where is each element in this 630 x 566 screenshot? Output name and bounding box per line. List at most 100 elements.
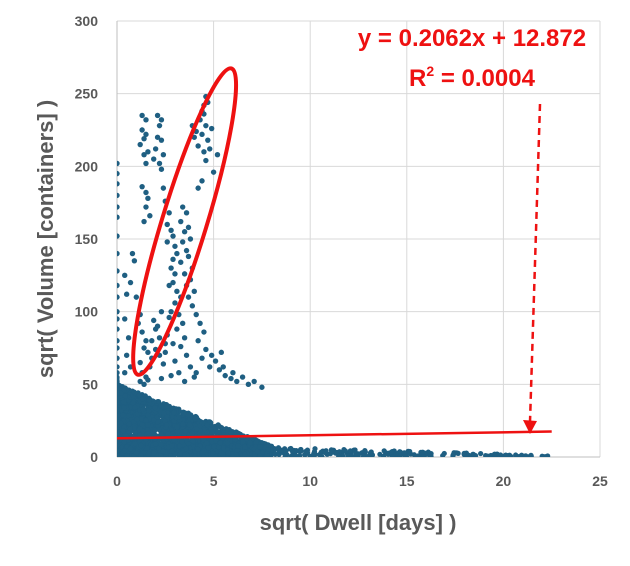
dense-point bbox=[160, 448, 166, 454]
tail-point bbox=[508, 453, 514, 457]
data-point bbox=[117, 326, 120, 332]
dense-point bbox=[171, 409, 177, 416]
data-point bbox=[207, 364, 213, 370]
data-point bbox=[137, 141, 143, 148]
dense-point bbox=[199, 449, 206, 455]
tail-point bbox=[342, 448, 349, 454]
r-squared-prefix: R bbox=[409, 65, 426, 92]
data-point bbox=[117, 250, 120, 257]
dense-point bbox=[177, 443, 183, 449]
dense-point bbox=[161, 410, 167, 416]
data-point bbox=[141, 152, 147, 158]
x-axis-title: sqrt( Dwell [days] ) bbox=[260, 510, 457, 535]
data-point bbox=[199, 131, 205, 138]
data-point bbox=[137, 359, 143, 366]
data-point bbox=[154, 112, 161, 119]
data-point bbox=[117, 338, 120, 344]
data-point bbox=[123, 352, 130, 358]
dense-point bbox=[138, 416, 144, 422]
tail-point bbox=[517, 454, 523, 457]
tail-point bbox=[312, 446, 318, 452]
dense-point bbox=[139, 396, 146, 402]
data-point bbox=[160, 361, 167, 367]
data-point bbox=[203, 346, 209, 353]
data-point bbox=[172, 358, 178, 364]
tail-point bbox=[491, 451, 498, 457]
data-point bbox=[234, 378, 240, 385]
data-point bbox=[154, 134, 161, 140]
dense-point bbox=[164, 403, 170, 409]
data-point bbox=[158, 117, 165, 123]
data-point bbox=[170, 256, 176, 263]
data-point bbox=[117, 316, 120, 322]
y-tick-label: 50 bbox=[82, 376, 98, 392]
dense-point bbox=[126, 413, 132, 419]
dense-point bbox=[253, 439, 259, 445]
dense-point bbox=[120, 427, 126, 434]
dense-point bbox=[185, 412, 191, 418]
dense-point bbox=[158, 402, 164, 409]
dense-point bbox=[121, 448, 128, 454]
dense-point bbox=[146, 397, 153, 403]
dense-point bbox=[156, 445, 162, 451]
data-point bbox=[117, 355, 120, 361]
zero-column-point bbox=[117, 421, 120, 427]
x-tick-label: 25 bbox=[592, 473, 608, 489]
data-point bbox=[259, 384, 265, 390]
dense-point bbox=[179, 438, 185, 445]
data-point bbox=[117, 192, 120, 199]
dense-point bbox=[127, 426, 133, 432]
dense-point bbox=[228, 429, 234, 436]
data-point bbox=[117, 294, 120, 300]
data-point bbox=[117, 160, 120, 167]
data-point bbox=[239, 374, 246, 380]
data-point bbox=[170, 279, 176, 286]
dense-point bbox=[136, 392, 142, 398]
dense-point bbox=[127, 445, 134, 452]
data-point bbox=[181, 335, 188, 341]
data-point bbox=[193, 311, 199, 318]
data-point bbox=[183, 210, 190, 216]
tail-point bbox=[440, 453, 446, 457]
dense-point bbox=[139, 422, 145, 428]
tail-point bbox=[319, 454, 325, 457]
data-point bbox=[174, 250, 180, 257]
dense-point bbox=[201, 454, 207, 457]
linear-trendline bbox=[116, 430, 552, 440]
dense-point bbox=[121, 399, 127, 405]
tail-point bbox=[272, 451, 278, 457]
data-point bbox=[183, 247, 190, 254]
tail-point bbox=[322, 449, 328, 455]
data-point bbox=[145, 377, 151, 383]
data-point bbox=[117, 214, 120, 220]
y-tick-label: 200 bbox=[75, 158, 99, 174]
tail-point bbox=[455, 450, 461, 456]
highlight-ellipse bbox=[131, 66, 239, 377]
dense-point bbox=[150, 417, 157, 423]
data-point bbox=[127, 279, 134, 286]
zero-column-point bbox=[117, 442, 120, 449]
zero-column-point bbox=[117, 406, 120, 412]
data-point bbox=[195, 338, 201, 344]
tail-point bbox=[329, 448, 335, 455]
data-point bbox=[117, 233, 120, 239]
dense-point bbox=[242, 444, 248, 450]
tail-point bbox=[254, 448, 261, 455]
dense-point bbox=[145, 412, 151, 418]
dense-point bbox=[131, 425, 137, 431]
data-point bbox=[174, 326, 180, 332]
tail-point bbox=[257, 444, 263, 450]
data-point bbox=[162, 349, 168, 356]
dense-point bbox=[247, 439, 253, 446]
tail-point bbox=[450, 452, 456, 457]
data-point bbox=[199, 178, 205, 184]
dense-point bbox=[145, 431, 152, 437]
tail-point bbox=[361, 454, 367, 457]
dense-point bbox=[209, 429, 215, 435]
data-point bbox=[176, 370, 182, 376]
dense-point bbox=[182, 428, 189, 434]
dense-point bbox=[145, 451, 151, 457]
dense-point bbox=[207, 419, 213, 425]
data-point bbox=[141, 218, 147, 225]
data-point bbox=[139, 183, 145, 190]
